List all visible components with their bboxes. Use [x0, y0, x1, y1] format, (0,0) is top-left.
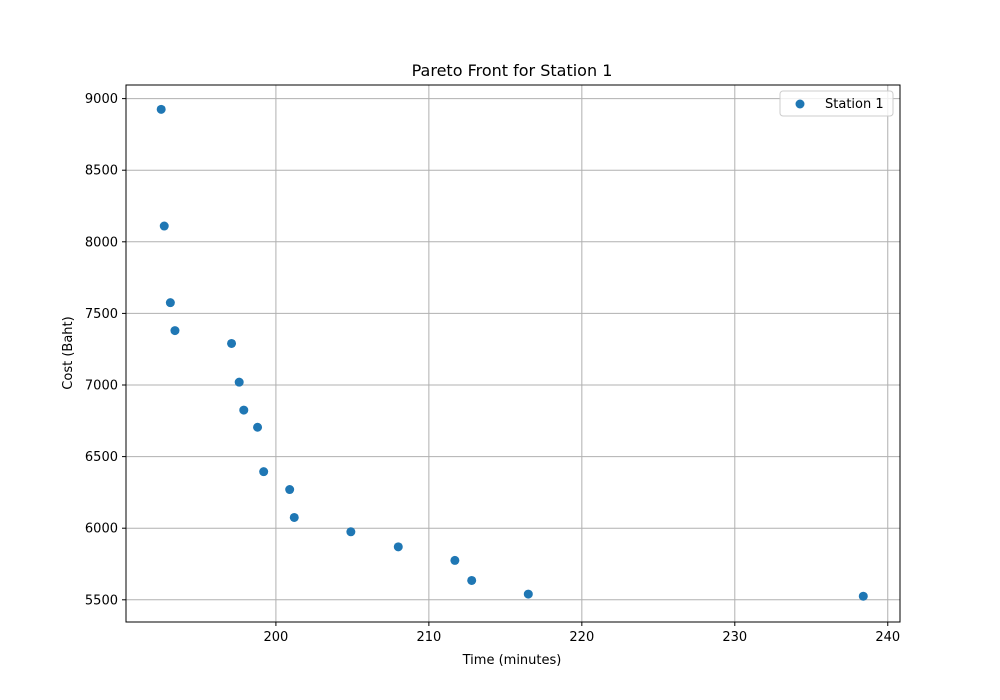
- x-tick-label: 220: [569, 630, 594, 645]
- y-tick-label: 8000: [85, 235, 118, 250]
- x-tick-label: 200: [263, 630, 288, 645]
- x-axis-label: Time (minutes): [462, 653, 562, 668]
- y-tick-label: 6000: [85, 522, 118, 537]
- data-point: [289, 512, 299, 522]
- data-point: [450, 555, 460, 565]
- y-tick-label: 7000: [85, 379, 118, 394]
- plot-frame: [125, 84, 901, 623]
- legend-marker: [795, 99, 805, 109]
- data-point: [156, 104, 166, 114]
- y-tick-label: 9000: [85, 92, 118, 107]
- data-point: [346, 527, 356, 537]
- y-tick-label: 5500: [85, 593, 118, 608]
- data-point: [165, 298, 175, 308]
- data-point: [259, 467, 269, 477]
- data-point: [239, 405, 249, 415]
- y-tick-label: 6500: [85, 450, 118, 465]
- data-point: [234, 377, 244, 387]
- data-point: [858, 591, 868, 601]
- grid: [126, 85, 900, 622]
- chart-title: Pareto Front for Station 1: [412, 61, 613, 80]
- y-axis-label: Cost (Baht): [61, 316, 76, 389]
- legend-frame: [779, 90, 894, 117]
- legend: Station 1: [779, 90, 894, 117]
- data-point: [253, 422, 263, 432]
- x-tick-label: 230: [722, 630, 747, 645]
- data-point: [467, 575, 477, 585]
- data-point: [159, 221, 169, 231]
- legend-label: Station 1: [825, 97, 884, 112]
- data-point: [170, 326, 180, 336]
- x-tick-label: 240: [875, 630, 900, 645]
- axis-ticks: 200 210 220 230 240 5500 6000 6500 7000 7500 8000 8…: [85, 92, 900, 645]
- x-tick-label: 210: [416, 630, 441, 645]
- y-tick-label: 7500: [85, 307, 118, 322]
- data-point: [227, 338, 237, 348]
- data-point: [393, 542, 403, 552]
- data-point: [523, 589, 533, 599]
- data-point: [285, 485, 295, 495]
- y-tick-label: 8500: [85, 164, 118, 179]
- data-points: [156, 104, 868, 601]
